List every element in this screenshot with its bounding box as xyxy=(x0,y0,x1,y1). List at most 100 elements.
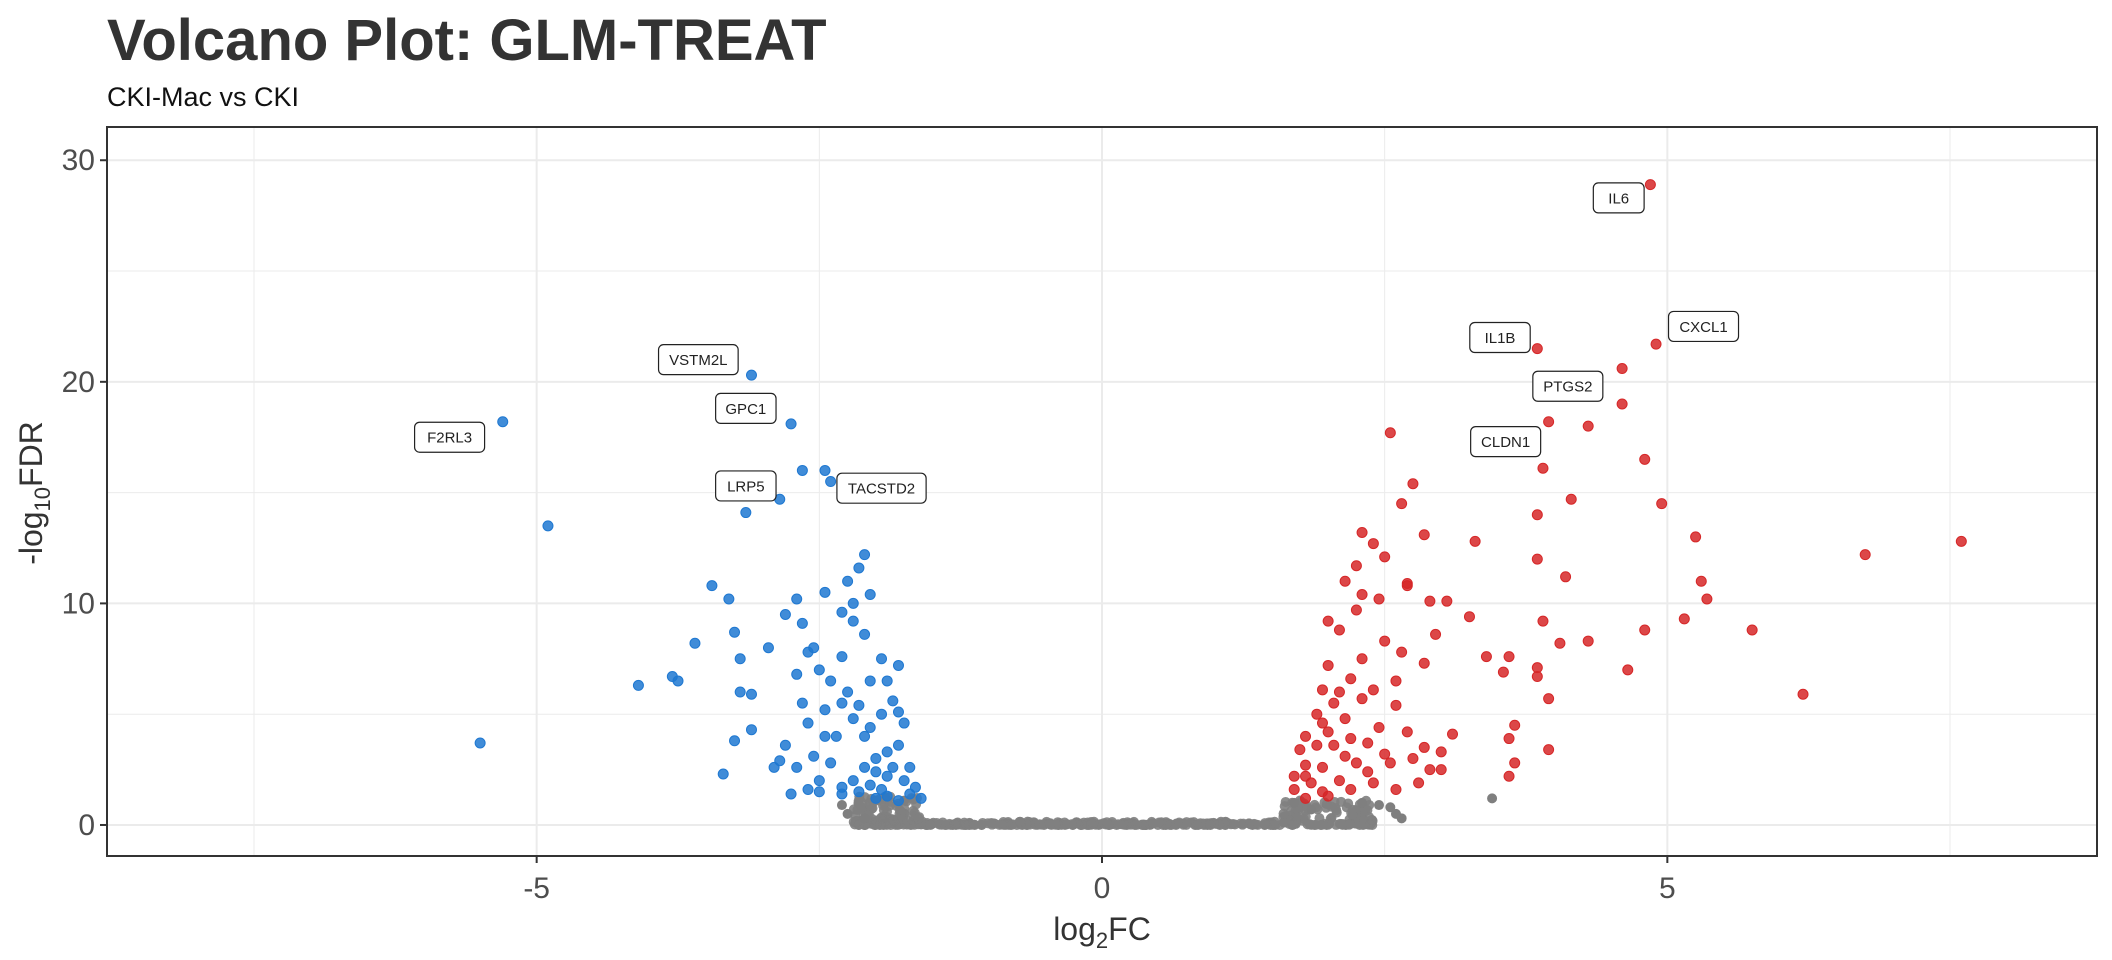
ns-point xyxy=(1306,804,1317,815)
axis-ticks: -5 0 5 0 10 20 30 xyxy=(62,144,1676,905)
down-regulated-point xyxy=(830,730,842,742)
ns-point xyxy=(1066,819,1077,830)
up-regulated-point xyxy=(1396,498,1408,510)
down-regulated-point xyxy=(813,775,825,787)
up-regulated-point xyxy=(1441,595,1453,607)
ns-point xyxy=(871,818,882,829)
down-regulated-point xyxy=(802,646,814,658)
up-regulated-point xyxy=(1639,453,1651,465)
gene-label-box xyxy=(1469,321,1531,354)
down-regulated-point xyxy=(813,664,825,676)
up-regulated-point xyxy=(1650,338,1662,350)
up-regulated-point xyxy=(1345,673,1357,685)
ns-point xyxy=(902,815,913,826)
gene-label: CXCL1 xyxy=(1667,310,1740,343)
up-regulated-point xyxy=(1503,770,1515,782)
y-tick-label: 20 xyxy=(62,366,95,399)
down-regulated-point xyxy=(768,761,780,773)
down-regulated-point xyxy=(887,695,899,707)
gene-label-box xyxy=(715,470,777,502)
down-regulated-point xyxy=(870,766,882,778)
up-regulated-point xyxy=(1955,535,1967,547)
up-regulated-point xyxy=(1333,624,1345,636)
ns-point xyxy=(1279,801,1290,812)
down-regulated-point xyxy=(779,608,791,620)
down-regulated-point xyxy=(672,675,684,687)
ns-point xyxy=(1366,814,1377,825)
ns-point xyxy=(1385,802,1396,813)
up-regulated-point xyxy=(1379,551,1391,563)
gene-label: F2RL3 xyxy=(413,421,486,453)
ns-point xyxy=(961,819,972,830)
ns-point xyxy=(1279,817,1290,828)
gene-label: LRP5 xyxy=(715,470,777,502)
down-regulated-point xyxy=(853,786,865,798)
up-regulated-point xyxy=(1379,748,1391,760)
up-regulated-point xyxy=(1463,611,1475,623)
ns-point xyxy=(1103,819,1114,830)
gene-label-box xyxy=(1667,310,1740,343)
up-regulated-point xyxy=(1339,750,1351,762)
down-regulated-point xyxy=(779,739,791,751)
gene-label-text: IL1B xyxy=(1485,330,1516,347)
up-regulated-point xyxy=(1322,726,1334,738)
ns-point xyxy=(1181,817,1192,828)
ns-point xyxy=(1193,819,1204,830)
down-regulated-point xyxy=(706,580,718,592)
up-regulated-point xyxy=(1480,651,1492,663)
down-regulated-point xyxy=(796,617,808,629)
gene-label-box xyxy=(1592,182,1645,214)
down-regulated-point xyxy=(859,761,871,773)
up-regulated-point xyxy=(1469,535,1481,547)
up-regulated-point xyxy=(1322,659,1334,671)
ns-point xyxy=(1214,819,1225,830)
up-regulated-point xyxy=(1859,549,1871,561)
up-regulated-point xyxy=(1384,757,1396,769)
down-regulated-point xyxy=(796,697,808,709)
ns-point xyxy=(1265,819,1276,830)
down-regulated-point xyxy=(745,724,757,736)
gene-label: PTGS2 xyxy=(1532,370,1604,402)
up-regulated-point xyxy=(1413,777,1425,789)
up-regulated-point xyxy=(1407,478,1419,490)
up-regulated-point xyxy=(1616,398,1628,410)
up-regulated-point xyxy=(1701,593,1713,605)
down-regulated-point xyxy=(729,735,741,747)
down-regulated-point xyxy=(825,675,837,687)
down-regulated-point xyxy=(881,790,893,802)
ns-point xyxy=(899,803,910,814)
up-regulated-point xyxy=(1367,684,1379,696)
up-regulated-point xyxy=(1531,343,1543,355)
gene-label-text: TACSTD2 xyxy=(848,481,915,498)
down-regulated-point xyxy=(717,768,729,780)
grid-lines xyxy=(107,127,2097,856)
down-regulated-point xyxy=(689,637,701,649)
up-regulated-point xyxy=(1509,719,1521,731)
up-regulated-point xyxy=(1531,509,1543,521)
down-regulated-point xyxy=(791,668,803,680)
down-regulated-point xyxy=(836,788,848,800)
down-regulated-point xyxy=(864,589,876,601)
x-tick-label: -5 xyxy=(523,872,550,905)
up-regulated-point xyxy=(1384,427,1396,439)
down-regulated-point xyxy=(836,697,848,709)
down-regulated-point xyxy=(813,786,825,798)
down-regulated-point xyxy=(542,520,554,532)
up-regulated-point xyxy=(1379,635,1391,647)
gene-label-text: CLDN1 xyxy=(1481,434,1530,451)
down-regulated-point xyxy=(740,507,752,519)
x-axis-title: log2FC xyxy=(1053,911,1151,953)
up-regulated-point xyxy=(1356,526,1368,538)
down-regulated-point xyxy=(785,418,797,430)
down-regulated-point xyxy=(819,704,831,716)
down-regulated-point xyxy=(904,761,916,773)
down-regulated-point xyxy=(915,792,927,804)
up-regulated-point xyxy=(1316,717,1328,729)
ns-point xyxy=(1354,818,1365,829)
down-regulated-point xyxy=(474,737,486,749)
ns-point xyxy=(1006,819,1017,830)
down-regulated-point xyxy=(864,675,876,687)
gene-label-box xyxy=(657,344,739,376)
up-regulated-point xyxy=(1582,635,1594,647)
gene-label: GPC1 xyxy=(715,392,777,425)
